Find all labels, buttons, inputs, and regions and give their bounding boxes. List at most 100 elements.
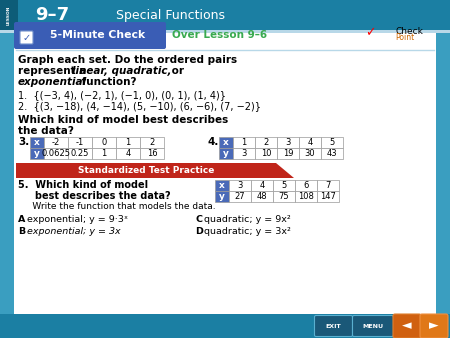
FancyBboxPatch shape <box>229 191 251 202</box>
Text: ✓: ✓ <box>365 26 375 40</box>
Text: 0.25: 0.25 <box>71 149 89 158</box>
Text: MENU: MENU <box>362 323 383 329</box>
Text: 9–7: 9–7 <box>35 6 69 24</box>
Text: x: x <box>223 138 229 147</box>
Text: or: or <box>168 66 184 76</box>
FancyBboxPatch shape <box>321 148 343 159</box>
FancyBboxPatch shape <box>277 148 299 159</box>
Text: Special Functions: Special Functions <box>116 8 225 22</box>
Text: -2: -2 <box>52 138 60 147</box>
Text: 75: 75 <box>279 192 289 201</box>
FancyBboxPatch shape <box>255 137 277 148</box>
Text: y: y <box>34 149 40 158</box>
Text: best describes the data?: best describes the data? <box>18 191 171 201</box>
FancyBboxPatch shape <box>140 137 164 148</box>
FancyBboxPatch shape <box>352 315 393 337</box>
Text: exponential: exponential <box>18 77 87 87</box>
FancyBboxPatch shape <box>92 148 116 159</box>
FancyBboxPatch shape <box>116 148 140 159</box>
FancyBboxPatch shape <box>16 163 276 178</box>
Text: ◄: ◄ <box>402 319 412 333</box>
Text: 19: 19 <box>283 149 293 158</box>
FancyBboxPatch shape <box>317 180 339 191</box>
Text: Graph each set. Do the ordered pairs: Graph each set. Do the ordered pairs <box>18 55 237 65</box>
Text: 48: 48 <box>256 192 267 201</box>
FancyBboxPatch shape <box>299 137 321 148</box>
Text: exponential; y = 9·3ˣ: exponential; y = 9·3ˣ <box>27 215 128 224</box>
Text: Over Lesson 9–6: Over Lesson 9–6 <box>172 30 268 41</box>
Text: 1: 1 <box>241 138 247 147</box>
FancyBboxPatch shape <box>92 137 116 148</box>
Text: 27: 27 <box>235 192 245 201</box>
FancyBboxPatch shape <box>215 180 229 191</box>
FancyBboxPatch shape <box>30 148 44 159</box>
FancyBboxPatch shape <box>140 148 164 159</box>
Text: Check: Check <box>395 27 423 37</box>
Polygon shape <box>276 163 294 178</box>
Text: 0.0625: 0.0625 <box>41 149 71 158</box>
Text: EXIT: EXIT <box>325 323 341 329</box>
FancyBboxPatch shape <box>233 137 255 148</box>
FancyBboxPatch shape <box>219 137 233 148</box>
FancyBboxPatch shape <box>0 30 450 33</box>
Text: 2: 2 <box>149 138 155 147</box>
Text: B: B <box>18 227 25 236</box>
Text: Standardized Test Practice: Standardized Test Practice <box>78 166 214 175</box>
Text: 5-Minute Check: 5-Minute Check <box>50 30 145 41</box>
Text: 4: 4 <box>126 149 130 158</box>
Text: 43: 43 <box>327 149 338 158</box>
FancyBboxPatch shape <box>44 137 68 148</box>
Text: 4: 4 <box>259 181 265 190</box>
Text: 10: 10 <box>261 149 271 158</box>
FancyBboxPatch shape <box>116 137 140 148</box>
FancyBboxPatch shape <box>0 314 450 338</box>
FancyBboxPatch shape <box>215 191 229 202</box>
Text: represent a: represent a <box>18 66 90 76</box>
FancyBboxPatch shape <box>219 148 233 159</box>
Text: exponential; y = 3x: exponential; y = 3x <box>27 227 121 236</box>
FancyBboxPatch shape <box>420 314 448 338</box>
FancyBboxPatch shape <box>20 31 33 44</box>
Text: Which kind of model best describes: Which kind of model best describes <box>18 115 228 125</box>
FancyBboxPatch shape <box>229 180 251 191</box>
FancyBboxPatch shape <box>251 180 273 191</box>
FancyBboxPatch shape <box>44 148 68 159</box>
FancyBboxPatch shape <box>273 180 295 191</box>
Text: 5: 5 <box>329 138 335 147</box>
Text: quadratic; y = 9x²: quadratic; y = 9x² <box>204 215 291 224</box>
FancyBboxPatch shape <box>277 137 299 148</box>
Text: Point: Point <box>395 33 414 43</box>
Text: 1.  {(−3, 4), (−2, 1), (−1, 0), (0, 1), (1, 4)}: 1. {(−3, 4), (−2, 1), (−1, 0), (0, 1), (… <box>18 90 226 100</box>
Text: 7: 7 <box>325 181 331 190</box>
Text: 1: 1 <box>101 149 107 158</box>
Text: function?: function? <box>78 77 136 87</box>
Text: y: y <box>219 192 225 201</box>
Text: A: A <box>18 215 25 224</box>
Text: ✓: ✓ <box>22 32 31 43</box>
Text: 5.  Which kind of model: 5. Which kind of model <box>18 180 148 190</box>
FancyBboxPatch shape <box>295 191 317 202</box>
Text: Write the function that models the data.: Write the function that models the data. <box>18 202 216 211</box>
Text: x: x <box>34 138 40 147</box>
FancyBboxPatch shape <box>68 137 92 148</box>
Text: 4.: 4. <box>207 137 218 147</box>
Text: 4: 4 <box>307 138 313 147</box>
Text: 108: 108 <box>298 192 314 201</box>
Text: 3: 3 <box>285 138 291 147</box>
Text: 6: 6 <box>303 181 309 190</box>
FancyBboxPatch shape <box>68 148 92 159</box>
FancyBboxPatch shape <box>393 314 421 338</box>
Text: x: x <box>219 181 225 190</box>
Text: D: D <box>195 227 203 236</box>
Text: C: C <box>195 215 202 224</box>
Text: 3: 3 <box>237 181 243 190</box>
FancyBboxPatch shape <box>317 191 339 202</box>
Text: 30: 30 <box>305 149 315 158</box>
FancyBboxPatch shape <box>14 33 436 314</box>
FancyBboxPatch shape <box>315 315 352 337</box>
FancyBboxPatch shape <box>251 191 273 202</box>
FancyBboxPatch shape <box>299 148 321 159</box>
Text: linear, quadratic,: linear, quadratic, <box>72 66 171 76</box>
FancyBboxPatch shape <box>0 0 18 30</box>
FancyBboxPatch shape <box>321 137 343 148</box>
